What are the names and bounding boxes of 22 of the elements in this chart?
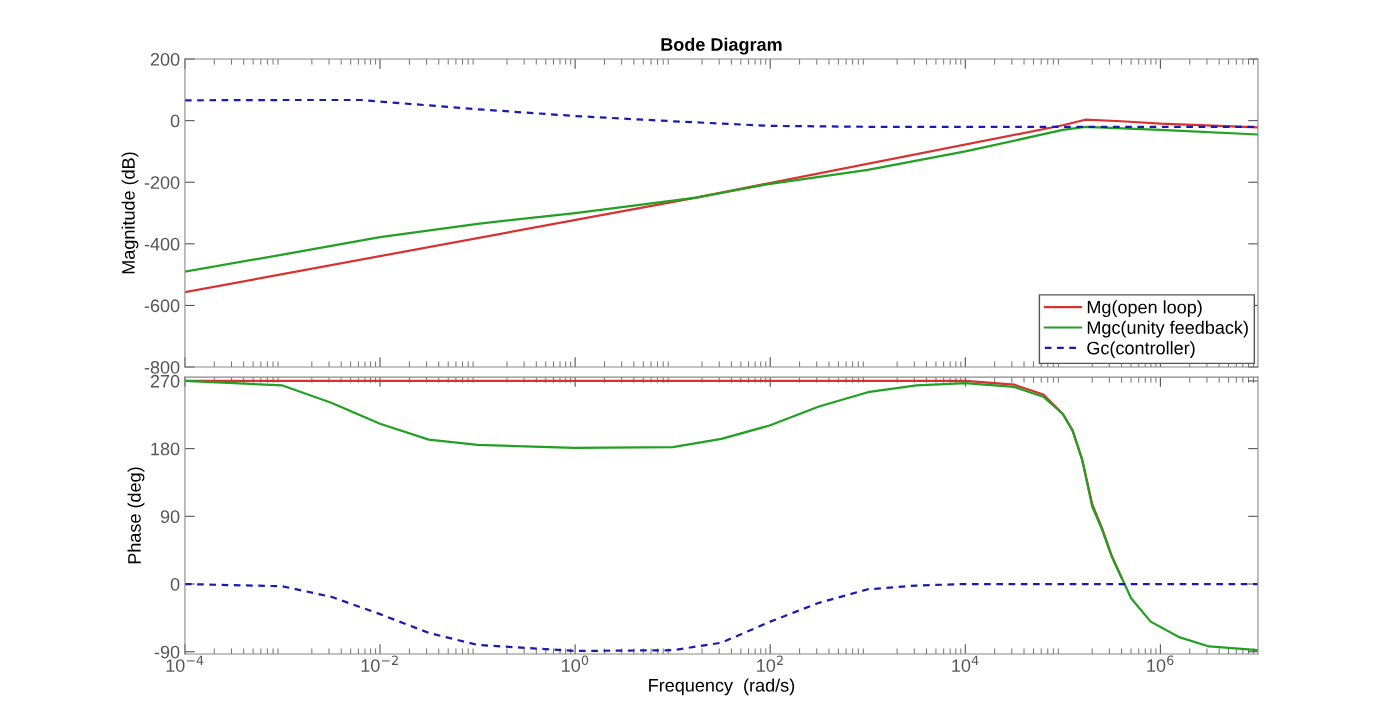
- legend-label: Mgc(unity feedback): [1087, 320, 1248, 338]
- x-tick-label: 10$^{0}$: [562, 655, 589, 672]
- y-tick-label: 200: [150, 52, 180, 66]
- y-tick-label: 0: [170, 114, 180, 128]
- chart-title: Bode Diagram: [661, 37, 782, 55]
- y-axis-title: Magnitude (dB): [121, 152, 139, 274]
- y-tick-label: 90: [160, 510, 180, 524]
- y-tick-label: -600: [144, 299, 180, 313]
- y-tick-label: 0: [170, 577, 180, 591]
- x-axis-title: Frequency (rad/s): [649, 678, 795, 696]
- y-tick-label: -400: [144, 237, 180, 251]
- y-tick-label: 270: [150, 374, 180, 388]
- y-tick-label: -800: [144, 360, 180, 374]
- y-axis-title: Phase (deg): [127, 467, 145, 564]
- x-tick-label: 10$^{−2}$: [361, 655, 398, 672]
- y-tick-label: -200: [144, 176, 180, 189]
- y-tick-label: 180: [151, 442, 180, 456]
- x-tick-label: 10$^{6}$: [1147, 655, 1174, 672]
- x-tick-label: 10$^{2}$: [757, 655, 783, 672]
- legend-label: Gc(controller): [1087, 341, 1195, 358]
- legend-label: Mg(open loop): [1087, 300, 1202, 318]
- x-tick-label: 10$^{4}$: [952, 655, 979, 672]
